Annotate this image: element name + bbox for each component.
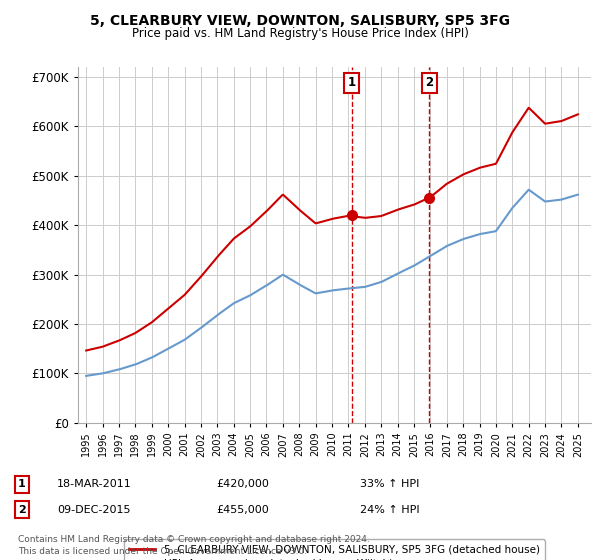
Text: £455,000: £455,000 (216, 505, 269, 515)
Text: This data is licensed under the Open Government Licence v3.0.: This data is licensed under the Open Gov… (18, 547, 307, 556)
Text: 2: 2 (425, 76, 433, 89)
Text: 2: 2 (18, 505, 26, 515)
Text: Price paid vs. HM Land Registry's House Price Index (HPI): Price paid vs. HM Land Registry's House … (131, 27, 469, 40)
Text: 24% ↑ HPI: 24% ↑ HPI (360, 505, 419, 515)
Text: 33% ↑ HPI: 33% ↑ HPI (360, 479, 419, 489)
Text: £420,000: £420,000 (216, 479, 269, 489)
Legend: 5, CLEARBURY VIEW, DOWNTON, SALISBURY, SP5 3FG (detached house), HPI: Average pr: 5, CLEARBURY VIEW, DOWNTON, SALISBURY, S… (124, 539, 545, 560)
Text: 1: 1 (347, 76, 356, 89)
Text: 09-DEC-2015: 09-DEC-2015 (57, 505, 131, 515)
Text: 1: 1 (18, 479, 26, 489)
Text: 18-MAR-2011: 18-MAR-2011 (57, 479, 132, 489)
Text: 5, CLEARBURY VIEW, DOWNTON, SALISBURY, SP5 3FG: 5, CLEARBURY VIEW, DOWNTON, SALISBURY, S… (90, 14, 510, 28)
Text: Contains HM Land Registry data © Crown copyright and database right 2024.: Contains HM Land Registry data © Crown c… (18, 535, 370, 544)
